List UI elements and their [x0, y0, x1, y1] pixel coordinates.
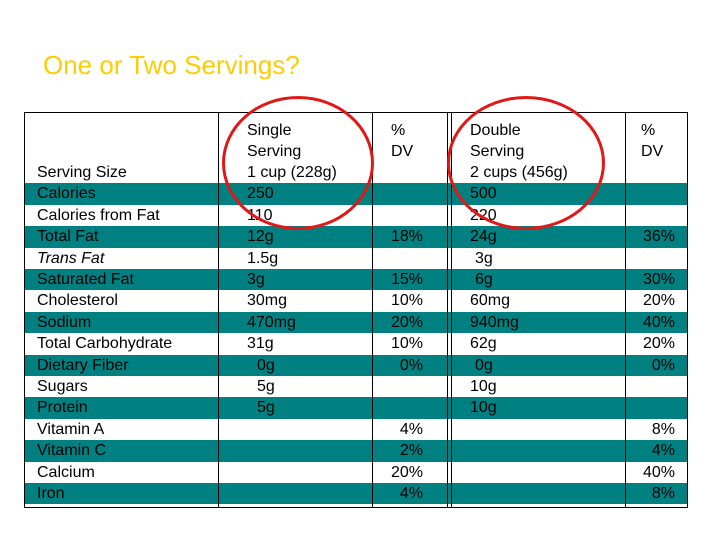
table-row-band: [25, 226, 687, 248]
single-serving-value: 0g: [257, 356, 275, 374]
double-serving-highlight-circle: [447, 96, 605, 230]
column-divider: [451, 113, 452, 507]
single-serving-value: 3g: [247, 271, 265, 288]
row-label: Total Carbohydrate: [37, 335, 173, 353]
table-row-band: [25, 440, 687, 462]
table-row-band: [25, 269, 687, 291]
single-serving-value: 31g: [247, 335, 274, 353]
double-serving-value: 6g: [475, 271, 493, 288]
row-label: Protein: [37, 399, 88, 417]
column-divider: [447, 113, 448, 507]
column-divider: [625, 113, 626, 507]
row-label: Calories from Fat: [37, 206, 160, 224]
single-serving-value: 5g: [257, 378, 275, 395]
single-serving-value: 12g: [247, 228, 274, 246]
double-serving-value: 940mg: [470, 313, 519, 331]
row-label: Dietary Fiber: [37, 356, 129, 374]
double-dv-value: 40%: [642, 313, 675, 331]
double-serving-value: 3g: [475, 249, 493, 267]
nutrition-table: Single Serving % DV Double Serving % DV …: [24, 112, 688, 508]
single-dv-value: 20%: [390, 463, 423, 481]
column-divider: [372, 113, 373, 507]
double-serving-value: 24g: [470, 228, 497, 246]
table-row-band: [25, 311, 687, 334]
row-label: Trans Fat: [37, 249, 105, 267]
single-serving-value: 1.5g: [247, 249, 279, 267]
double-serving-value: 62g: [470, 335, 497, 353]
double-dv-value: 4%: [651, 442, 675, 460]
row-label: Calories: [37, 185, 96, 203]
single-dv-value: 4%: [399, 420, 423, 438]
single-dv-value: 10%: [390, 335, 423, 353]
double-dv-value: 30%: [642, 271, 675, 288]
single-serving-highlight-circle: [222, 96, 374, 230]
header-pct2-line1: %: [641, 122, 656, 139]
row-label: Vitamin C: [37, 442, 107, 460]
single-dv-value: 18%: [390, 228, 423, 246]
row-label: Sodium: [37, 313, 92, 331]
single-dv-value: 4%: [399, 485, 423, 502]
table-row-band: [25, 354, 687, 376]
single-dv-value: 20%: [390, 313, 423, 331]
double-dv-value: 40%: [642, 463, 675, 481]
row-label: Iron: [37, 485, 65, 502]
single-serving-value: 470mg: [247, 313, 296, 331]
header-pct1-line2: DV: [391, 143, 414, 160]
double-dv-value: 20%: [642, 335, 675, 353]
double-serving-value: 10g: [470, 399, 497, 417]
double-dv-value: 0%: [651, 356, 675, 374]
single-dv-value: 10%: [390, 292, 423, 310]
double-serving-value: 60mg: [470, 292, 511, 310]
single-dv-value: 0%: [399, 356, 423, 374]
row-label: Saturated Fat: [37, 271, 134, 288]
row-label: Serving Size: [37, 164, 127, 181]
header-pct2-line2: DV: [641, 143, 664, 160]
row-label: Sugars: [37, 378, 88, 395]
row-label: Cholesterol: [37, 292, 118, 310]
row-label: Total Fat: [37, 228, 99, 246]
header-pct1-line1: %: [391, 122, 406, 139]
column-divider: [218, 113, 219, 507]
slide-title: One or Two Servings?: [43, 50, 300, 80]
single-dv-value: 15%: [390, 271, 423, 288]
double-dv-value: 8%: [651, 485, 675, 502]
double-dv-value: 36%: [642, 228, 675, 246]
double-dv-value: 8%: [651, 420, 675, 438]
single-dv-value: 2%: [399, 442, 423, 460]
table-row-band: [25, 483, 687, 505]
double-dv-value: 20%: [642, 292, 675, 310]
single-serving-value: 30mg: [247, 292, 288, 310]
row-label: Vitamin A: [37, 420, 105, 438]
table-row-band: [25, 397, 687, 419]
double-serving-value: 10g: [470, 378, 497, 395]
single-serving-value: 5g: [257, 399, 275, 417]
row-label: Calcium: [37, 463, 95, 481]
double-serving-value: 0g: [475, 356, 493, 374]
